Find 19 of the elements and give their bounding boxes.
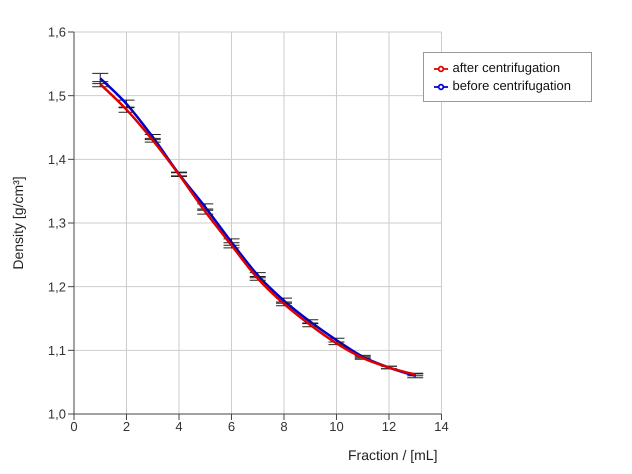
x-tick-label: 0: [70, 419, 78, 434]
x-tick-label: 4: [175, 419, 183, 434]
y-axis-title: Density [g/cm³]: [10, 176, 26, 270]
y-tick-label: 1,0: [48, 406, 66, 422]
x-tick-label: 2: [122, 419, 130, 434]
y-tick-label: 1,4: [48, 152, 66, 167]
y-tick-label: 1,1: [48, 342, 66, 358]
x-axis-title: Fraction / [mL]: [348, 447, 438, 463]
y-tick-label: 1,2: [48, 279, 66, 294]
legend-label: before centrifugation: [452, 78, 571, 93]
y-tick-label: 1,6: [48, 24, 66, 40]
x-tick-label: 14: [434, 419, 449, 434]
x-tick-label: 12: [382, 419, 396, 434]
y-tick-label: 1,5: [48, 88, 66, 104]
x-tick-label: 6: [228, 419, 236, 434]
x-tick-label: 8: [280, 419, 288, 434]
legend-label: after centrifugation: [452, 60, 560, 75]
y-tick-label: 1,3: [48, 216, 66, 231]
x-tick-label: 10: [329, 419, 344, 434]
